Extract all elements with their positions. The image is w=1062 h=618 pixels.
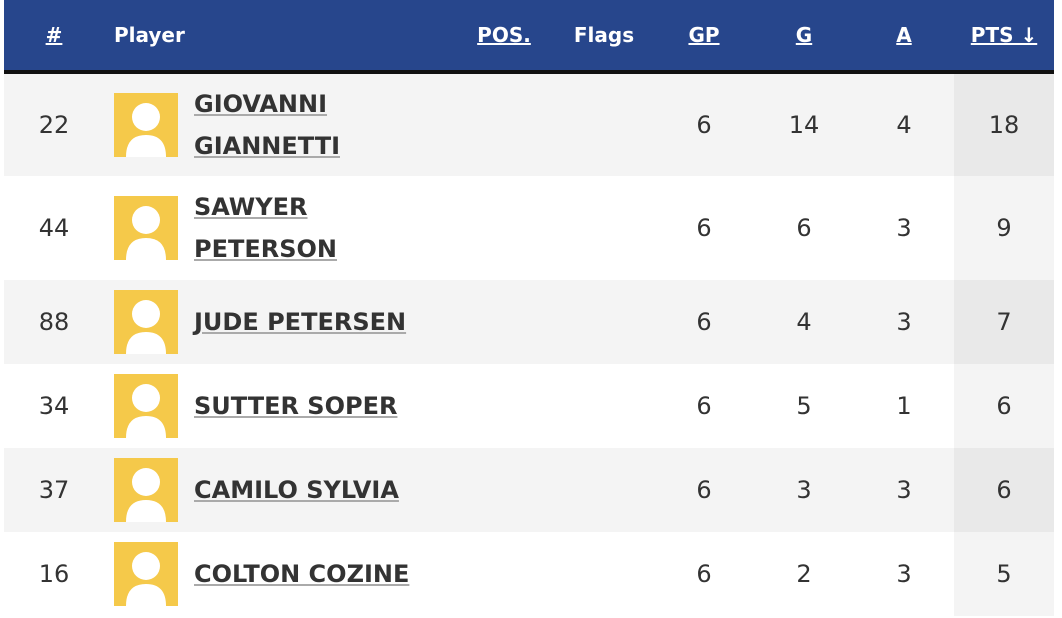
points: 7 (954, 280, 1054, 364)
assists: 1 (854, 364, 954, 448)
goals: 14 (754, 72, 854, 176)
position (454, 532, 554, 616)
assists: 3 (854, 448, 954, 532)
header-row: # Player POS. Flags GP G A PTS ↓ (4, 0, 1054, 74)
flags (554, 176, 654, 280)
column-header[interactable]: GP (654, 0, 754, 74)
points: 18 (954, 72, 1054, 176)
column-header[interactable]: G (754, 0, 854, 74)
column-header[interactable]: A (854, 0, 954, 74)
table-row: 34 SUTTER SOPER 6 5 1 6 (4, 364, 1054, 448)
goals: 6 (754, 176, 854, 280)
games-played: 6 (654, 280, 754, 364)
position (454, 364, 554, 448)
player-name[interactable]: JUDE PETERSEN (194, 308, 407, 336)
column-header: Player (104, 0, 454, 74)
player-name[interactable]: COLTON COZINE (194, 560, 410, 588)
flags (554, 448, 654, 532)
avatar (114, 196, 178, 260)
position (454, 176, 554, 280)
avatar (114, 374, 178, 438)
jersey-number: 16 (4, 532, 104, 616)
table-row: 44 SAWYER PETERSON 6 6 3 9 (4, 176, 1054, 280)
flags (554, 364, 654, 448)
jersey-number: 88 (4, 280, 104, 364)
column-header[interactable]: PTS ↓ (954, 0, 1054, 74)
player-cell: GIOVANNI GIANNETTI (104, 72, 454, 176)
assists: 3 (854, 280, 954, 364)
assists: 4 (854, 72, 954, 176)
games-played: 6 (654, 176, 754, 280)
player: COLTON COZINE (114, 542, 454, 606)
player: CAMILO SYLVIA (114, 458, 454, 522)
table-row: 37 CAMILO SYLVIA 6 3 3 6 (4, 448, 1054, 532)
assists: 3 (854, 176, 954, 280)
column-header: Flags (554, 0, 654, 74)
games-played: 6 (654, 364, 754, 448)
player-cell: SUTTER SOPER (104, 364, 454, 448)
jersey-number: 37 (4, 448, 104, 532)
table-row: 88 JUDE PETERSEN 6 4 3 7 (4, 280, 1054, 364)
points: 6 (954, 364, 1054, 448)
player-name[interactable]: SAWYER PETERSON (194, 193, 338, 263)
jersey-number: 22 (4, 72, 104, 176)
player-cell: COLTON COZINE (104, 532, 454, 616)
points: 5 (954, 532, 1054, 616)
points: 6 (954, 448, 1054, 532)
avatar (114, 458, 178, 522)
table-body: 22 GIOVANNI GIANNETTI 6 14 4 18 44 SAWYER PETER… (4, 72, 1054, 616)
games-played: 6 (654, 532, 754, 616)
avatar (114, 93, 178, 157)
column-header[interactable]: POS. (454, 0, 554, 74)
player-cell: JUDE PETERSEN (104, 280, 454, 364)
jersey-number: 34 (4, 364, 104, 448)
games-played: 6 (654, 72, 754, 176)
player-name[interactable]: CAMILO SYLVIA (194, 476, 399, 504)
goals: 3 (754, 448, 854, 532)
column-header[interactable]: # (4, 0, 104, 74)
assists: 3 (854, 532, 954, 616)
points: 9 (954, 176, 1054, 280)
flags (554, 532, 654, 616)
player-name[interactable]: SUTTER SOPER (194, 392, 398, 420)
player: SUTTER SOPER (114, 374, 454, 438)
player-name[interactable]: GIOVANNI GIANNETTI (194, 90, 340, 160)
table-row: 22 GIOVANNI GIANNETTI 6 14 4 18 (4, 72, 1054, 176)
avatar (114, 290, 178, 354)
player: JUDE PETERSEN (114, 290, 454, 354)
position (454, 448, 554, 532)
player-cell: SAWYER PETERSON (104, 176, 454, 280)
player: SAWYER PETERSON (114, 186, 454, 270)
table-row: 16 COLTON COZINE 6 2 3 5 (4, 532, 1054, 616)
player: GIOVANNI GIANNETTI (114, 83, 454, 167)
position (454, 72, 554, 176)
goals: 2 (754, 532, 854, 616)
goals: 4 (754, 280, 854, 364)
avatar (114, 542, 178, 606)
player-cell: CAMILO SYLVIA (104, 448, 454, 532)
position (454, 280, 554, 364)
stats-table: # Player POS. Flags GP G A PTS ↓ 22 GIOVANNI GIA… (4, 0, 1054, 616)
flags (554, 72, 654, 176)
jersey-number: 44 (4, 176, 104, 280)
flags (554, 280, 654, 364)
goals: 5 (754, 364, 854, 448)
games-played: 6 (654, 448, 754, 532)
